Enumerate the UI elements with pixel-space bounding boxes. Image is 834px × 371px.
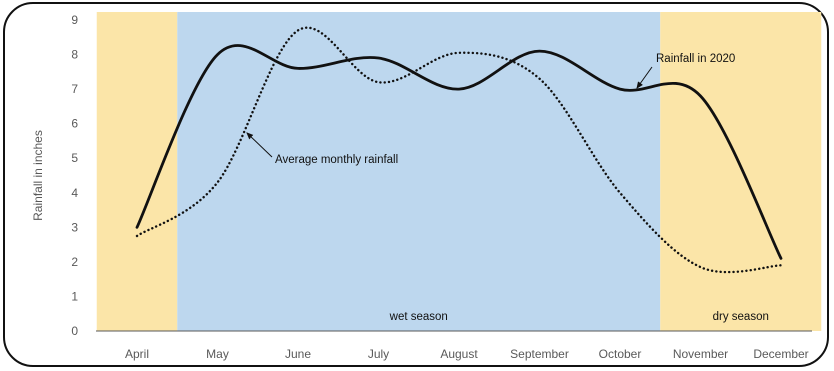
y-axis-label: Rainfall in inches — [31, 130, 45, 221]
series-lines — [135, 26, 783, 274]
y-tick-label: 8 — [71, 48, 78, 62]
y-tick-label: 3 — [71, 220, 78, 234]
x-tick-label: May — [206, 347, 229, 361]
annotation-label: Average monthly rainfall — [275, 154, 398, 166]
season-band-0 — [96, 12, 178, 331]
y-tick-label: 2 — [71, 255, 78, 269]
y-tick-label: 9 — [71, 13, 78, 27]
annotation-arrow — [636, 66, 653, 89]
y-tick-label: 5 — [71, 151, 78, 165]
band-label-2: dry season — [713, 311, 769, 323]
season-band-1 — [177, 12, 661, 331]
x-tick-label: November — [673, 347, 728, 361]
x-tick-label: October — [599, 347, 642, 361]
y-tick-label: 4 — [71, 186, 78, 200]
y-tick-label: 7 — [71, 82, 78, 96]
x-tick-label: September — [510, 347, 569, 361]
x-tick-label: December — [753, 347, 808, 361]
average-rainfall-line — [135, 26, 783, 274]
y-tick-label: 1 — [71, 289, 78, 303]
x-tick-label: April — [125, 347, 149, 361]
x-tick-label: August — [440, 347, 478, 361]
y-tick-label: 6 — [71, 117, 78, 131]
rainfall-2020-line — [135, 44, 783, 260]
season-bands — [96, 12, 822, 331]
band-labels: wet season dry season — [389, 311, 769, 323]
x-tick-label: July — [368, 347, 389, 361]
annotation-arrow — [246, 132, 273, 158]
x-tick-label: June — [285, 347, 311, 361]
season-band-2 — [660, 12, 822, 331]
y-tick-label: 0 — [71, 324, 78, 338]
y-tick-labels: 0 1 2 3 4 5 6 7 8 9 — [71, 13, 78, 338]
annotations: Rainfall in 2020 Average monthly rainfall — [246, 53, 735, 166]
x-tick-labels: April May June July August September October No… — [125, 347, 809, 361]
annotation-label: Rainfall in 2020 — [656, 53, 735, 65]
band-label-1: wet season — [389, 311, 448, 323]
